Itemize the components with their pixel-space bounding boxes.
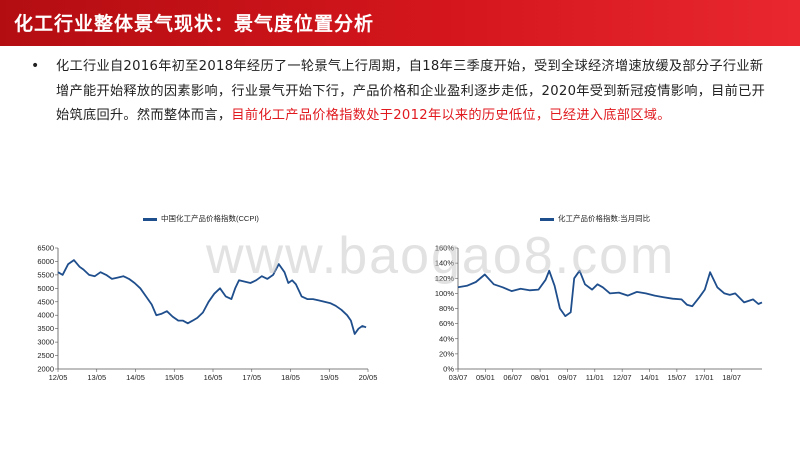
body-paragraph: 化工行业自2016年初至2018年经历了一轮景气上行周期，自18年三季度开始，受… [56,55,771,129]
y-tick-label: 140% [435,259,455,268]
y-tick-label: 4500 [37,297,54,306]
y-tick-label: 40% [439,334,454,343]
chart1-legend-label: 中国化工产品价格指数(CCPI) [161,214,259,223]
x-tick-label: 14/05 [126,373,145,382]
watermark: www.baogao8.com [206,227,676,285]
series-line [457,269,763,317]
y-tick-label: 3000 [37,338,54,347]
legend-swatch [143,217,157,221]
y-tick-label: 20% [439,349,454,358]
series-line [57,259,367,335]
x-tick-label: 12/07 [613,373,632,382]
page-title: 化工行业整体景气现状：景气度位置分析 [14,13,375,35]
bullet-marker: • [31,58,40,74]
y-tick-label: 160% [435,244,455,253]
y-tick-label: 4000 [37,311,54,320]
x-tick-label: 03/07 [449,373,468,382]
ccpi-line-chart: 6500 6000 5500 5000 4500 4000 3500 3000 2500 2000… [37,244,378,383]
body-text: 化工行业自2016年初至2018年经历了一轮景气上行周期，自18年三季度开始，受… [56,59,766,123]
y-tick-label: 5500 [37,270,54,279]
chart2-legend: 化工产品价格指数:当月同比 [540,213,650,224]
x-tick-label: 06/07 [503,373,522,382]
x-tick-label: 12/05 [49,373,68,382]
y-tick-label: 3500 [37,324,54,333]
y-tick-label: 0% [443,365,454,374]
y-tick-label: 120% [435,274,455,283]
x-tick-label: 20/05 [359,373,378,382]
x-tick-label: 08/01 [531,373,550,382]
x-tick-label: 17/01 [695,373,714,382]
y-tick-label: 100% [435,289,455,298]
x-tick-label: 13/05 [87,373,106,382]
chart2-legend-label: 化工产品价格指数:当月同比 [558,214,651,223]
x-tick-label: 09/07 [558,373,577,382]
yoy-line-chart: 160% 140% 120% 100% 80% 60% 40% 20% 0%03/07 05/01… [435,244,763,382]
x-tick-label: 18/07 [722,373,741,382]
x-tick-label: 15/07 [667,373,686,382]
y-tick-label: 2500 [37,351,54,360]
y-tick-label: 80% [439,304,454,313]
x-tick-label: 05/01 [476,373,495,382]
y-tick-label: 6500 [37,244,54,253]
title-banner: 化工行业整体景气现状：景气度位置分析 [0,0,800,46]
y-tick-label: 6000 [37,257,54,266]
body-highlight-text: 目前化工产品价格指数处于2012年以来的历史低位，已经进入底部区域。 [231,108,671,123]
x-tick-label: 18/05 [281,373,300,382]
x-tick-label: 17/05 [242,373,261,382]
x-tick-label: 14/01 [640,373,659,382]
x-tick-label: 16/05 [204,373,223,382]
chart1-legend: 中国化工产品价格指数(CCPI) [143,213,259,224]
y-tick-label: 5000 [37,284,54,293]
x-tick-label: 11/01 [586,373,604,382]
x-tick-label: 19/05 [320,373,339,382]
legend-swatch [540,217,554,221]
y-tick-label: 2000 [37,365,54,374]
x-tick-label: 15/05 [165,373,184,382]
y-tick-label: 60% [439,319,454,328]
